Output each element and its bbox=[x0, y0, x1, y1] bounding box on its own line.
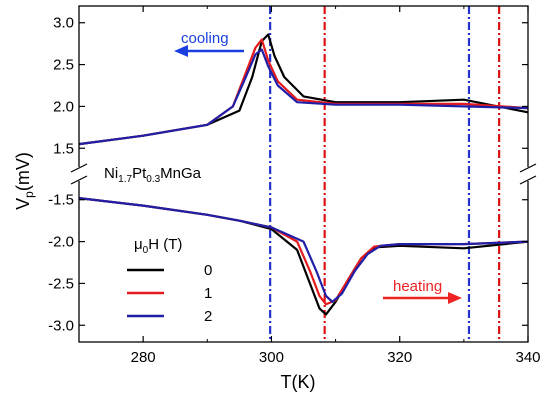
heating-series-2T bbox=[78, 197, 529, 303]
lower-y-tick-label: -2.5 bbox=[48, 275, 74, 292]
cooling-series-1T bbox=[78, 38, 529, 146]
axis-break-gap-right bbox=[519, 167, 537, 181]
x-tick-label: 320 bbox=[387, 349, 412, 366]
x-tick-label: 300 bbox=[259, 349, 284, 366]
cooling-series-2T bbox=[78, 48, 529, 146]
upper-y-tick-label: 2.0 bbox=[53, 98, 74, 115]
legend-label-0: 0 bbox=[204, 262, 212, 279]
y-axis-label: Vp(mV) bbox=[13, 152, 36, 210]
axis-break-mark bbox=[70, 163, 88, 173]
x-tick-label: 340 bbox=[515, 349, 540, 366]
axis-break-gap-left bbox=[70, 167, 88, 181]
axis-break-mark bbox=[519, 163, 537, 173]
x-tick-label: 280 bbox=[131, 349, 156, 366]
heating-label: heating bbox=[393, 278, 442, 295]
cooling-label: cooling bbox=[181, 30, 229, 47]
upper-y-tick-label: 2.5 bbox=[53, 57, 74, 74]
x-axis-label: T(K) bbox=[281, 372, 316, 392]
axis-break-mark bbox=[519, 175, 537, 185]
cooling-series-0T bbox=[78, 33, 529, 146]
axis-break-mark bbox=[70, 175, 88, 185]
legend-label-1: 1 bbox=[204, 285, 212, 302]
cooling-arrow-head bbox=[174, 45, 188, 57]
lower-y-tick-label: -1.5 bbox=[48, 192, 74, 209]
sample-formula-label: Ni1.7Pt0.3MnGa bbox=[104, 165, 202, 185]
heating-arrow-head bbox=[448, 292, 462, 304]
upper-y-tick-label: 1.5 bbox=[53, 140, 74, 157]
upper-y-tick-label: 3.0 bbox=[53, 15, 74, 32]
lower-y-tick-label: -3.0 bbox=[48, 317, 74, 334]
legend-title: μ0H (T) bbox=[134, 236, 182, 256]
lower-y-tick-label: -2.0 bbox=[48, 234, 74, 251]
legend-label-2: 2 bbox=[204, 308, 212, 325]
